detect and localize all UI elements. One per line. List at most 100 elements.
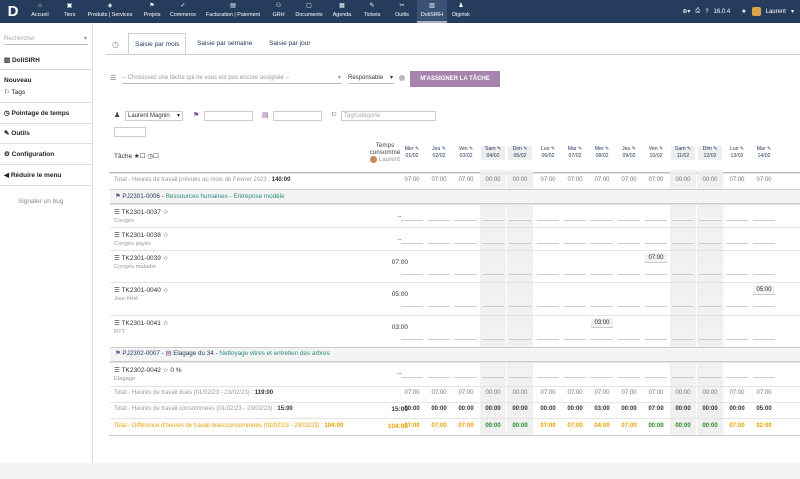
time-input[interactable] bbox=[482, 211, 504, 221]
time-input[interactable] bbox=[564, 368, 586, 378]
menu-item-outils[interactable]: ✂ Outils bbox=[391, 0, 413, 23]
day-header[interactable]: Lun ✎ 06/02 bbox=[536, 146, 560, 160]
edit-icon[interactable]: ✎ bbox=[765, 146, 772, 152]
time-input[interactable] bbox=[455, 368, 477, 378]
time-input[interactable] bbox=[482, 330, 504, 340]
task-ref[interactable]: TK2302-0042 bbox=[121, 367, 161, 374]
time-input[interactable] bbox=[401, 211, 423, 221]
project-ref[interactable]: PJ2302-0007 bbox=[122, 350, 160, 357]
edit-icon[interactable]: ✎ bbox=[657, 146, 664, 152]
day-header[interactable]: Lun ✎ 13/02 bbox=[725, 146, 749, 160]
time-input[interactable] bbox=[455, 234, 477, 244]
day-header[interactable]: Dim ✎ 05/02 bbox=[508, 146, 532, 160]
time-input[interactable] bbox=[455, 211, 477, 221]
time-input[interactable]: 07:00 bbox=[645, 253, 667, 263]
time-input[interactable] bbox=[618, 330, 640, 340]
time-input[interactable] bbox=[591, 368, 613, 378]
project-ref[interactable]: PJ2301-0006 bbox=[122, 193, 160, 200]
time-input[interactable] bbox=[672, 297, 694, 307]
menu-item-commerce[interactable]: ✓ Commerce bbox=[167, 0, 199, 23]
menu-item-documents[interactable]: ▢ Documents bbox=[293, 0, 325, 23]
day-header[interactable]: Ven ✎ 10/02 bbox=[644, 146, 668, 160]
time-input[interactable] bbox=[591, 265, 613, 275]
menu-item-accueil[interactable]: ⌂ Accueil bbox=[28, 0, 52, 23]
time-input[interactable] bbox=[753, 330, 775, 340]
day-header[interactable]: Ven ✎ 03/02 bbox=[454, 146, 478, 160]
time-input[interactable] bbox=[537, 234, 559, 244]
time-input[interactable] bbox=[401, 297, 423, 307]
assign-task-button[interactable]: M'ASSIGNER LA TÂCHE bbox=[410, 71, 500, 87]
time-input[interactable] bbox=[699, 330, 721, 340]
time-input[interactable] bbox=[672, 234, 694, 244]
time-input[interactable]: 05:00 bbox=[753, 285, 775, 295]
time-input[interactable] bbox=[537, 330, 559, 340]
task-filter-input[interactable] bbox=[114, 127, 146, 137]
avatar[interactable] bbox=[751, 7, 761, 16]
tab-daily[interactable]: Saisie par jour bbox=[269, 40, 311, 47]
time-input[interactable] bbox=[455, 265, 477, 275]
time-input[interactable] bbox=[537, 297, 559, 307]
time-input[interactable] bbox=[618, 297, 640, 307]
time-input[interactable] bbox=[428, 330, 450, 340]
help-icon[interactable]: ? bbox=[705, 8, 709, 15]
time-input[interactable] bbox=[645, 234, 667, 244]
star-icon[interactable]: ☆ bbox=[160, 255, 169, 262]
time-input[interactable] bbox=[753, 265, 775, 275]
sidebar-item-timesheet[interactable]: ◷ Pointage de temps bbox=[4, 109, 90, 117]
time-input[interactable] bbox=[726, 368, 748, 378]
site-filter-input[interactable] bbox=[273, 111, 322, 121]
edit-icon[interactable]: ✎ bbox=[413, 146, 420, 152]
time-input[interactable] bbox=[645, 297, 667, 307]
time-input[interactable] bbox=[455, 330, 477, 340]
task-ref[interactable]: TK2301-0040 bbox=[121, 287, 161, 294]
time-input[interactable] bbox=[428, 211, 450, 221]
task-ref[interactable]: TK2301-0041 bbox=[121, 320, 161, 327]
time-input[interactable] bbox=[618, 368, 640, 378]
time-input[interactable] bbox=[753, 211, 775, 221]
menu-item-produits-services[interactable]: ◈ Produits | Services bbox=[84, 0, 136, 23]
star-icon[interactable]: ★ bbox=[133, 153, 140, 160]
edit-icon[interactable]: ✎ bbox=[603, 146, 610, 152]
time-input[interactable] bbox=[726, 265, 748, 275]
project-name[interactable]: Ressources humaines - Entreprise modèle bbox=[165, 193, 285, 200]
menu-item-tickets[interactable]: ✎ Tickets bbox=[359, 0, 385, 23]
edit-icon[interactable]: ✎ bbox=[738, 146, 745, 152]
time-input[interactable] bbox=[618, 265, 640, 275]
time-input[interactable] bbox=[726, 297, 748, 307]
sidebar-item-reduce-menu[interactable]: ◀ Réduire le menu bbox=[4, 171, 90, 179]
time-input[interactable] bbox=[753, 234, 775, 244]
star-icon[interactable]: ☆ bbox=[160, 320, 169, 327]
time-input[interactable] bbox=[509, 297, 531, 307]
checkbox-icon[interactable]: ☐ bbox=[153, 153, 159, 160]
day-header[interactable]: Mar ✎ 07/02 bbox=[563, 146, 587, 160]
sidebar-item-tags[interactable]: ⚐ Tags bbox=[4, 88, 90, 96]
time-input[interactable] bbox=[645, 368, 667, 378]
time-input[interactable] bbox=[726, 330, 748, 340]
time-input[interactable] bbox=[753, 368, 775, 378]
time-input[interactable] bbox=[564, 297, 586, 307]
globe-icon[interactable]: ⊕▾ bbox=[682, 9, 691, 15]
site-name[interactable]: Elagage du 34 bbox=[173, 350, 214, 357]
time-input[interactable] bbox=[645, 265, 667, 275]
tab-weekly[interactable]: Saisie par semaine bbox=[197, 40, 253, 47]
time-input[interactable] bbox=[564, 234, 586, 244]
edit-icon[interactable]: ✎ bbox=[630, 146, 636, 152]
clock-icon[interactable]: ◷ bbox=[147, 153, 154, 160]
time-input[interactable] bbox=[482, 265, 504, 275]
time-input[interactable] bbox=[699, 234, 721, 244]
menu-item-tiers[interactable]: ▣ Tiers bbox=[60, 0, 79, 23]
time-input[interactable] bbox=[699, 211, 721, 221]
dolibarr-logo[interactable]: D bbox=[7, 3, 19, 20]
time-input[interactable] bbox=[401, 265, 423, 275]
category-filter-input[interactable]: Tag/catégorie bbox=[341, 111, 436, 121]
time-input[interactable] bbox=[726, 234, 748, 244]
time-input[interactable] bbox=[537, 265, 559, 275]
time-input[interactable] bbox=[645, 330, 667, 340]
day-header[interactable]: Sam ✎ 04/02 bbox=[481, 146, 505, 160]
edit-icon[interactable]: ✎ bbox=[549, 146, 556, 152]
sidebar-module-dolisirh[interactable]: ▥ DoliSIRH bbox=[4, 56, 90, 64]
time-input[interactable] bbox=[564, 211, 586, 221]
edit-icon[interactable]: ✎ bbox=[467, 146, 474, 152]
chevron-down-icon[interactable]: ▾ bbox=[790, 9, 794, 15]
star-icon[interactable]: ☆ bbox=[160, 232, 169, 239]
